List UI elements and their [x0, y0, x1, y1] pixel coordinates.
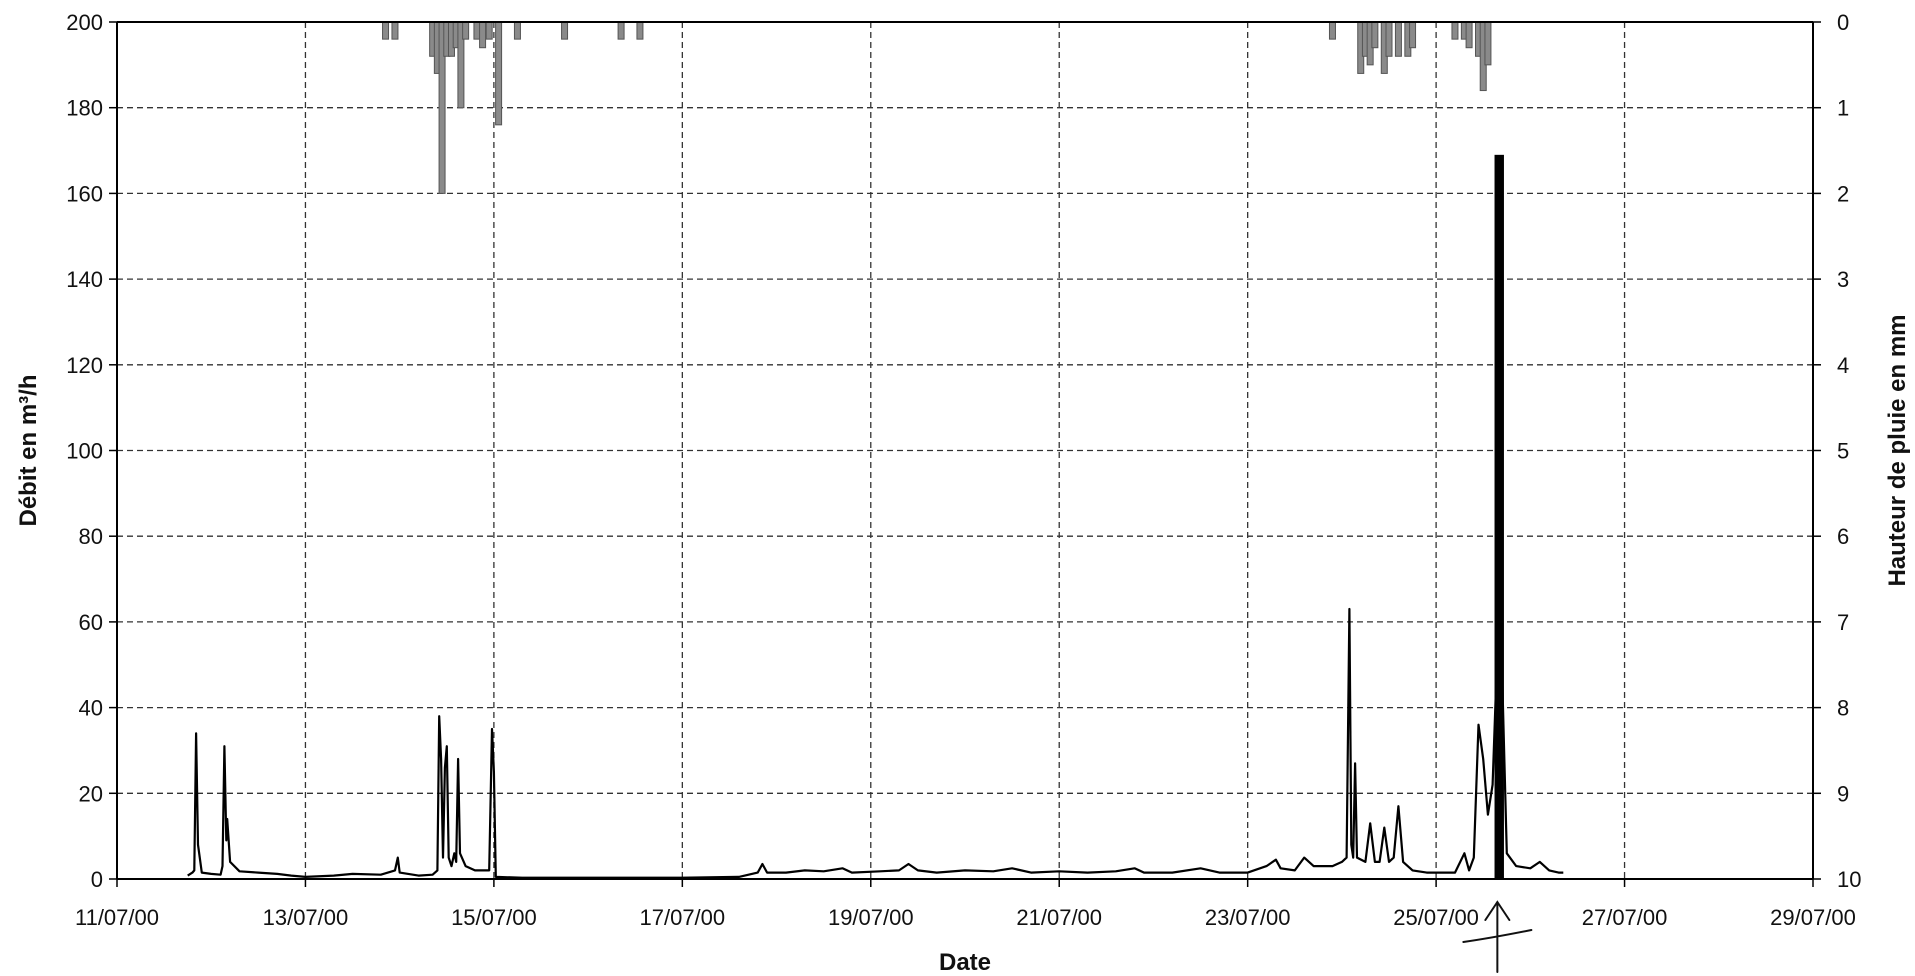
flow-series [187, 154, 1564, 879]
y-left-tick-label: 0 [91, 867, 103, 892]
rain-bar [391, 21, 399, 40]
y-left-tick-label: 120 [66, 353, 103, 378]
y-left-tick-label: 160 [66, 181, 103, 206]
rain-bar [495, 21, 503, 126]
y-axis-left-title: Débit en m³/h [15, 374, 42, 526]
y-right-tick-label: 1 [1837, 96, 1849, 121]
y-right-tick-label: 6 [1837, 524, 1849, 549]
x-tick-label: 23/07/00 [1205, 905, 1291, 930]
y-axis-right-title: Hauteur de pluie en mm [1884, 314, 1911, 586]
y-right-tick-label: 0 [1837, 10, 1849, 35]
x-tick-label: 21/07/00 [1016, 905, 1102, 930]
y-left-tick-label: 60 [79, 610, 103, 635]
y-right-tick-label: 2 [1837, 181, 1849, 206]
rain-bar [1328, 21, 1336, 40]
rain-bar [485, 21, 493, 40]
y-left-tick-label: 140 [66, 267, 103, 292]
rain-bar [1465, 21, 1473, 49]
y-right-tick-label: 3 [1837, 267, 1849, 292]
rain-bar [1484, 21, 1492, 66]
x-tick-label: 29/07/00 [1770, 905, 1856, 930]
rain-bar [1451, 21, 1459, 40]
y-left-tick-label: 20 [79, 781, 103, 806]
y-left-tick-label: 40 [79, 696, 103, 721]
y-left-tick-label: 200 [66, 10, 103, 35]
rain-bar [617, 21, 625, 40]
x-axis-title: Date [939, 949, 991, 976]
flow-line [187, 607, 1564, 879]
y-right-tick-label: 5 [1837, 439, 1849, 464]
rain-bar [462, 21, 470, 40]
rain-bar [1409, 21, 1417, 49]
x-tick-label: 11/07/00 [75, 905, 159, 930]
rain-series [382, 21, 1492, 194]
y-left-tick-label: 80 [79, 524, 103, 549]
rain-bar [473, 21, 481, 40]
x-tick-label: 27/07/00 [1582, 905, 1668, 930]
y-left-tick-label: 180 [66, 96, 103, 121]
x-tick-label: 15/07/00 [451, 905, 537, 930]
x-tick-label: 19/07/00 [828, 905, 914, 930]
tick-labels: 0 20 40 60 80 100 120 140 160 180 200 0 1 2 3 4 5 6 7 8 9 10 1… [66, 10, 1861, 930]
rain-bar [479, 21, 487, 49]
y-right-tick-label: 7 [1837, 610, 1849, 635]
axes [109, 21, 1821, 887]
rain-bar [636, 21, 644, 40]
gridlines [117, 22, 1813, 879]
rain-bar [382, 21, 390, 40]
arrow-icon [1462, 900, 1533, 973]
y-left-tick-label: 100 [66, 439, 103, 464]
x-tick-label: 25/07/00 [1393, 905, 1479, 930]
rain-bar [1371, 21, 1379, 49]
x-tick-label: 17/07/00 [640, 905, 726, 930]
rain-bar [1394, 21, 1402, 57]
flow-peak-bar [1494, 154, 1504, 879]
y-right-tick-label: 9 [1837, 781, 1849, 806]
x-tick-label: 13/07/00 [263, 905, 349, 930]
arrow-annotation [1462, 900, 1533, 973]
rain-bar [513, 21, 521, 40]
y-right-tick-label: 4 [1837, 353, 1849, 378]
rain-bar [1385, 21, 1393, 57]
y-right-tick-label: 8 [1837, 696, 1849, 721]
rain-bar [561, 21, 569, 40]
y-right-tick-label: 10 [1837, 867, 1861, 892]
